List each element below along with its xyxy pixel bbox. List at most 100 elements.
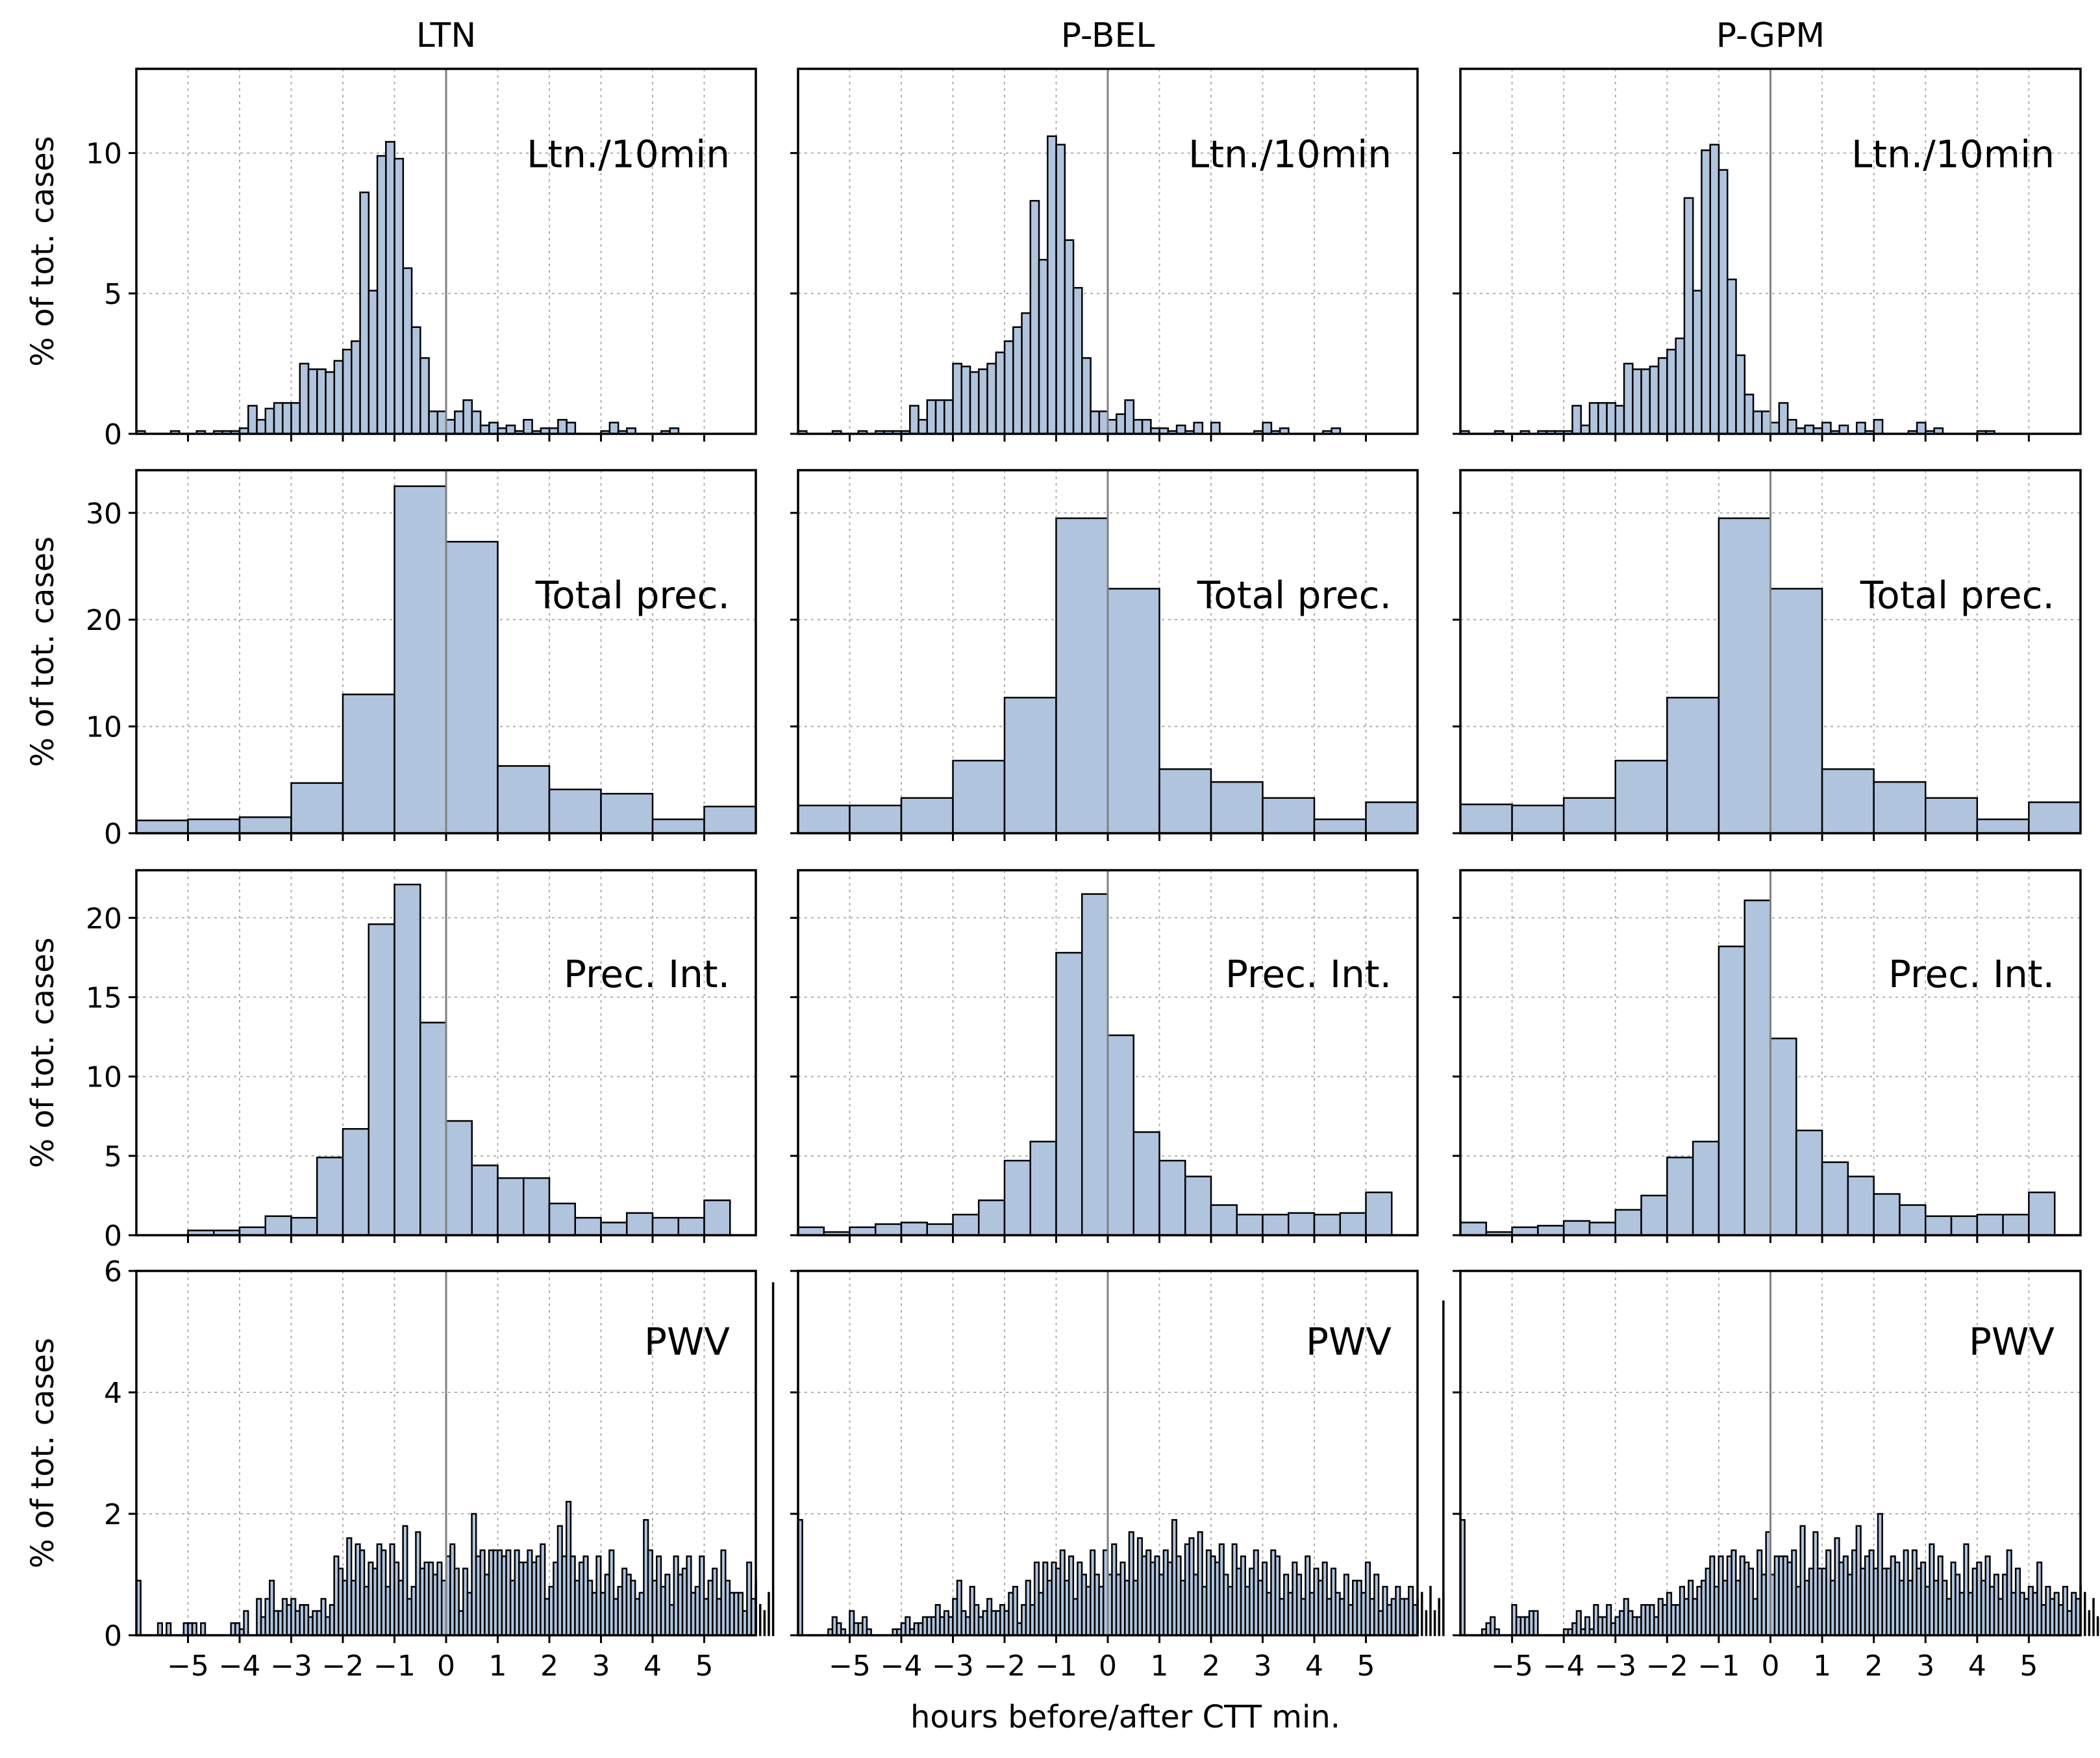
histogram-bar (1210, 1204, 1238, 1237)
histogram-bar (166, 1622, 172, 1637)
histogram-bar (900, 1222, 928, 1237)
histogram-bar (926, 399, 937, 435)
histogram-bar (1459, 1222, 1488, 1237)
histogram-bar (1511, 805, 1565, 835)
histogram-bar (523, 419, 533, 435)
panel-label: Ltn./10min (1188, 132, 1392, 177)
histogram-bar (1744, 394, 1755, 435)
x-tick-label: −3 (1594, 1650, 1636, 1683)
histogram-bar (1718, 169, 1729, 435)
histogram-bar (1925, 797, 1979, 835)
histogram-bar (1262, 421, 1273, 435)
histogram-bar (1873, 781, 1927, 835)
histogram-bar (316, 368, 327, 435)
x-tick-label: −5 (829, 1650, 871, 1683)
histogram-bar (1571, 405, 1582, 435)
histogram-bar (918, 419, 929, 435)
histogram-bar (1012, 326, 1023, 435)
histogram-bar (1433, 1610, 1436, 1637)
histogram-bar (256, 419, 267, 435)
x-tick-label: −1 (1697, 1650, 1740, 1683)
histogram-bar (264, 1215, 292, 1237)
histogram-bar (1532, 1610, 1539, 1637)
histogram-bar (1606, 402, 1617, 435)
histogram-bar (944, 399, 954, 435)
histogram-bar (342, 694, 395, 835)
histogram-bar (1038, 258, 1049, 435)
histogram-bar (600, 1222, 628, 1237)
histogram-bar (1856, 421, 1866, 435)
histogram-bar (1614, 405, 1625, 435)
x-tick-label: −5 (1491, 1650, 1533, 1683)
panel-label: Prec. Int. (1888, 952, 2055, 996)
histogram-bar (1459, 803, 1513, 835)
histogram-bar (1029, 1140, 1057, 1237)
histogram-bar (410, 326, 421, 435)
histogram-bar (445, 1120, 473, 1237)
histogram-bar (445, 540, 499, 835)
x-tick-label: 1 (1151, 1650, 1169, 1683)
histogram-bar (1090, 410, 1101, 435)
histogram-bar (299, 362, 310, 435)
histogram-bar (1132, 1131, 1160, 1237)
y-tick-label: 2 (104, 1498, 122, 1531)
histogram-bar (351, 340, 361, 435)
histogram-bar (1262, 797, 1316, 835)
histogram-bar (1950, 1215, 1979, 1237)
histogram-bar (1029, 199, 1040, 435)
histogram-bar (1838, 424, 1849, 435)
histogram-bar (1588, 1222, 1616, 1237)
x-tick-label: −4 (881, 1650, 923, 1683)
y-axis-label: % of tot. cases (25, 1338, 61, 1568)
x-tick-label: −4 (1543, 1650, 1585, 1683)
histogram-bar (548, 788, 602, 835)
histogram-bar (960, 365, 971, 435)
y-tick-label: 15 (86, 981, 122, 1014)
histogram-bar (1210, 781, 1264, 835)
histogram-bar (290, 1216, 318, 1237)
y-tick-label: 0 (104, 818, 122, 851)
x-tick-label: 3 (1254, 1650, 1272, 1683)
histogram-bar (1718, 517, 1771, 835)
histogram-bar (978, 368, 988, 435)
histogram-bar (290, 782, 344, 835)
histogram-bar (316, 1157, 344, 1237)
histogram-bar (1769, 421, 1781, 435)
histogram-bar (1614, 1209, 1642, 1237)
x-tick-label: 0 (1099, 1650, 1117, 1683)
histogram-bar (505, 424, 516, 435)
histogram-bar (1175, 424, 1186, 435)
y-tick-label: 10 (86, 711, 122, 744)
panel-label: PWV (644, 1320, 730, 1364)
histogram-bar (986, 362, 997, 435)
y-tick-label: 0 (104, 1620, 122, 1653)
histogram-bar (479, 424, 490, 435)
histogram-bar (376, 155, 387, 435)
y-tick-label: 0 (104, 418, 122, 451)
histogram-bar (677, 1216, 705, 1237)
panel-label: Prec. Int. (564, 952, 730, 996)
histogram-bar (238, 1226, 266, 1237)
histogram-bar (1727, 278, 1737, 435)
histogram-bar (445, 419, 456, 435)
histogram-bar (978, 1199, 1006, 1237)
x-tick-label: −3 (932, 1650, 974, 1683)
panel-label: Total prec. (535, 573, 730, 617)
histogram-bar (523, 1177, 551, 1237)
histogram-bar (394, 158, 405, 435)
column-title: P-BEL (1061, 16, 1155, 55)
x-tick-label: −3 (270, 1650, 312, 1683)
histogram-bar (1313, 818, 1367, 835)
histogram-bar (1778, 402, 1789, 435)
x-tick-label: 3 (1916, 1650, 1934, 1683)
histogram-bar (1425, 1610, 1428, 1637)
histogram-bar (1098, 410, 1109, 435)
histogram-bar (1735, 354, 1746, 435)
histogram-bar (703, 805, 757, 835)
y-tick-label: 5 (104, 1140, 122, 1174)
histogram-bar (1438, 1598, 1440, 1637)
histogram-bar (1262, 1213, 1290, 1237)
